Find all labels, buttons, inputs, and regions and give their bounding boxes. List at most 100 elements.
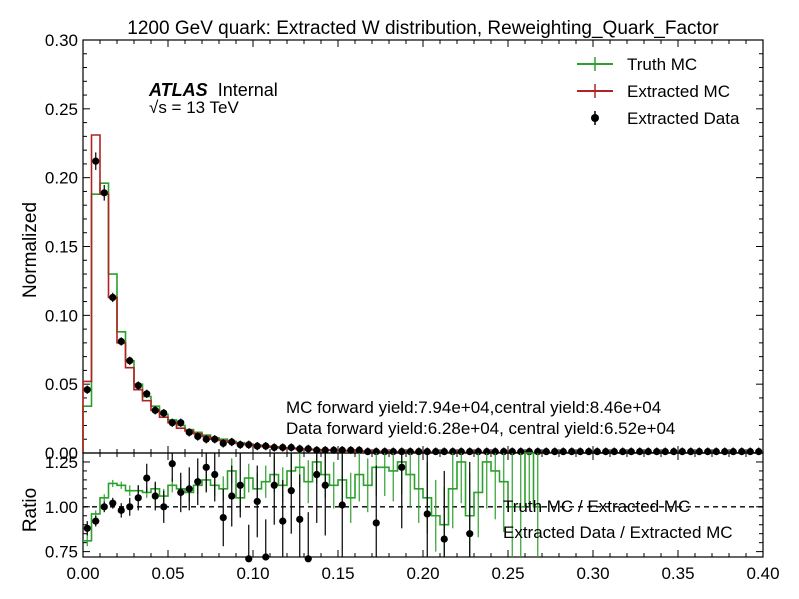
data-ratio-point (236, 481, 244, 489)
data-ratio-point (423, 510, 431, 518)
data-point (330, 446, 338, 454)
data-point (202, 435, 210, 443)
data-point (279, 443, 287, 452)
ratio-plot-panel: 0.00 0.05 0.10 0.15 0.20 0.25 0.30 0.35 0.40 0.75… (45, 452, 780, 583)
data-point (185, 428, 193, 436)
data-ratio-point (211, 470, 219, 479)
data-point (338, 446, 346, 454)
data-point (687, 448, 695, 456)
y-tick-label: 0.00 (45, 444, 78, 463)
data-ratio-point (321, 481, 329, 489)
energy-label: √s = 13 TeV (149, 98, 239, 117)
data-ratio-point (279, 517, 287, 525)
data-point (738, 448, 746, 456)
data-point (712, 448, 720, 456)
data-point (653, 448, 661, 456)
data-point (134, 381, 142, 390)
data-point (729, 448, 737, 456)
data-point (610, 448, 618, 456)
legend-extracted-mc-label: Extracted MC (627, 82, 730, 101)
data-point (219, 439, 227, 447)
x-tick-label: 0.20 (406, 564, 439, 583)
data-point (160, 409, 168, 417)
y-tick-label: 1.00 (45, 498, 78, 517)
data-point (466, 448, 474, 456)
legend-extracted-data-label: Extracted Data (627, 109, 740, 128)
data-ratio-point (296, 515, 304, 523)
x-tick-label: 0.15 (321, 564, 354, 583)
data-point (627, 448, 635, 456)
data-point (253, 442, 261, 450)
data-point (364, 448, 372, 456)
ratio-legend-truth-label: Truth MC / Extracted MC (503, 497, 690, 516)
svg-text:ATLAS Internal: ATLAS Internal (148, 80, 278, 100)
data-point (721, 448, 729, 456)
y-tick-label: 0.15 (45, 238, 78, 257)
data-ratio-point (126, 503, 134, 511)
data-point (228, 438, 236, 446)
data-point (636, 448, 644, 456)
x-tick-label: 0.35 (661, 564, 694, 583)
x-tick-label: 0.30 (576, 564, 609, 583)
data-ratio-point (109, 499, 117, 507)
data-point (236, 441, 244, 449)
ratio-y-axis-label: Ratio (20, 488, 41, 532)
data-ratio-point (143, 474, 151, 482)
data-point (100, 189, 108, 197)
y-tick-label: 0.25 (45, 100, 78, 119)
data-point (670, 448, 678, 456)
data-ratio-point (177, 488, 185, 497)
legend-truth-mc-label: Truth MC (627, 55, 697, 74)
y-axis-label: Normalized (20, 202, 41, 298)
data-point (551, 448, 559, 456)
legend-extracted-data-marker (591, 114, 599, 122)
data-point (661, 448, 669, 456)
data-point (177, 419, 185, 427)
data-ratio-point (287, 487, 295, 495)
data-ratio-point (100, 503, 108, 511)
data-ratio-point (92, 517, 100, 525)
data-point (568, 448, 576, 456)
x-tick-label: 0.40 (746, 564, 779, 583)
data-point (194, 432, 202, 441)
data-point (704, 448, 712, 456)
data-point (593, 448, 601, 456)
data-point (109, 293, 117, 302)
data-point (355, 446, 363, 454)
data-ratio-point (466, 530, 474, 538)
data-ratio-point (151, 492, 159, 500)
x-tick-label: 0.00 (66, 564, 99, 583)
data-ratio-point (253, 497, 261, 506)
data-ratio-point (83, 524, 91, 532)
data-point (755, 448, 763, 456)
data-point (245, 441, 253, 449)
data-point (151, 406, 159, 414)
main-legend: Truth MC Extracted MC Extracted Data (577, 55, 740, 128)
data-ratio-point (398, 463, 406, 471)
data-point (585, 448, 593, 456)
data-ratio-point (262, 553, 270, 561)
y-tick-label: 0.10 (45, 306, 78, 325)
data-point (415, 448, 423, 456)
data-point (602, 448, 610, 456)
annotation-mc-yield: MC forward yield:7.94e+04,central yield:… (286, 398, 661, 417)
x-tick-label: 0.05 (151, 564, 184, 583)
data-point (313, 446, 321, 454)
data-ratio-point (117, 506, 125, 514)
data-ratio-point (372, 519, 380, 527)
data-point (126, 357, 134, 365)
data-point (644, 448, 652, 456)
y-tick-label: 0.05 (45, 375, 78, 394)
data-point (270, 443, 278, 452)
data-ratio-point (245, 555, 253, 563)
data-point (83, 386, 91, 394)
data-point (746, 448, 754, 456)
data-point (168, 419, 176, 427)
data-point (296, 445, 304, 453)
x-tick-label: 0.10 (236, 564, 269, 583)
data-point (211, 435, 219, 443)
data-point (440, 448, 448, 456)
data-ratio-point (194, 478, 202, 486)
data-ratio-point (440, 535, 448, 543)
y-tick-label: 0.75 (45, 543, 78, 562)
